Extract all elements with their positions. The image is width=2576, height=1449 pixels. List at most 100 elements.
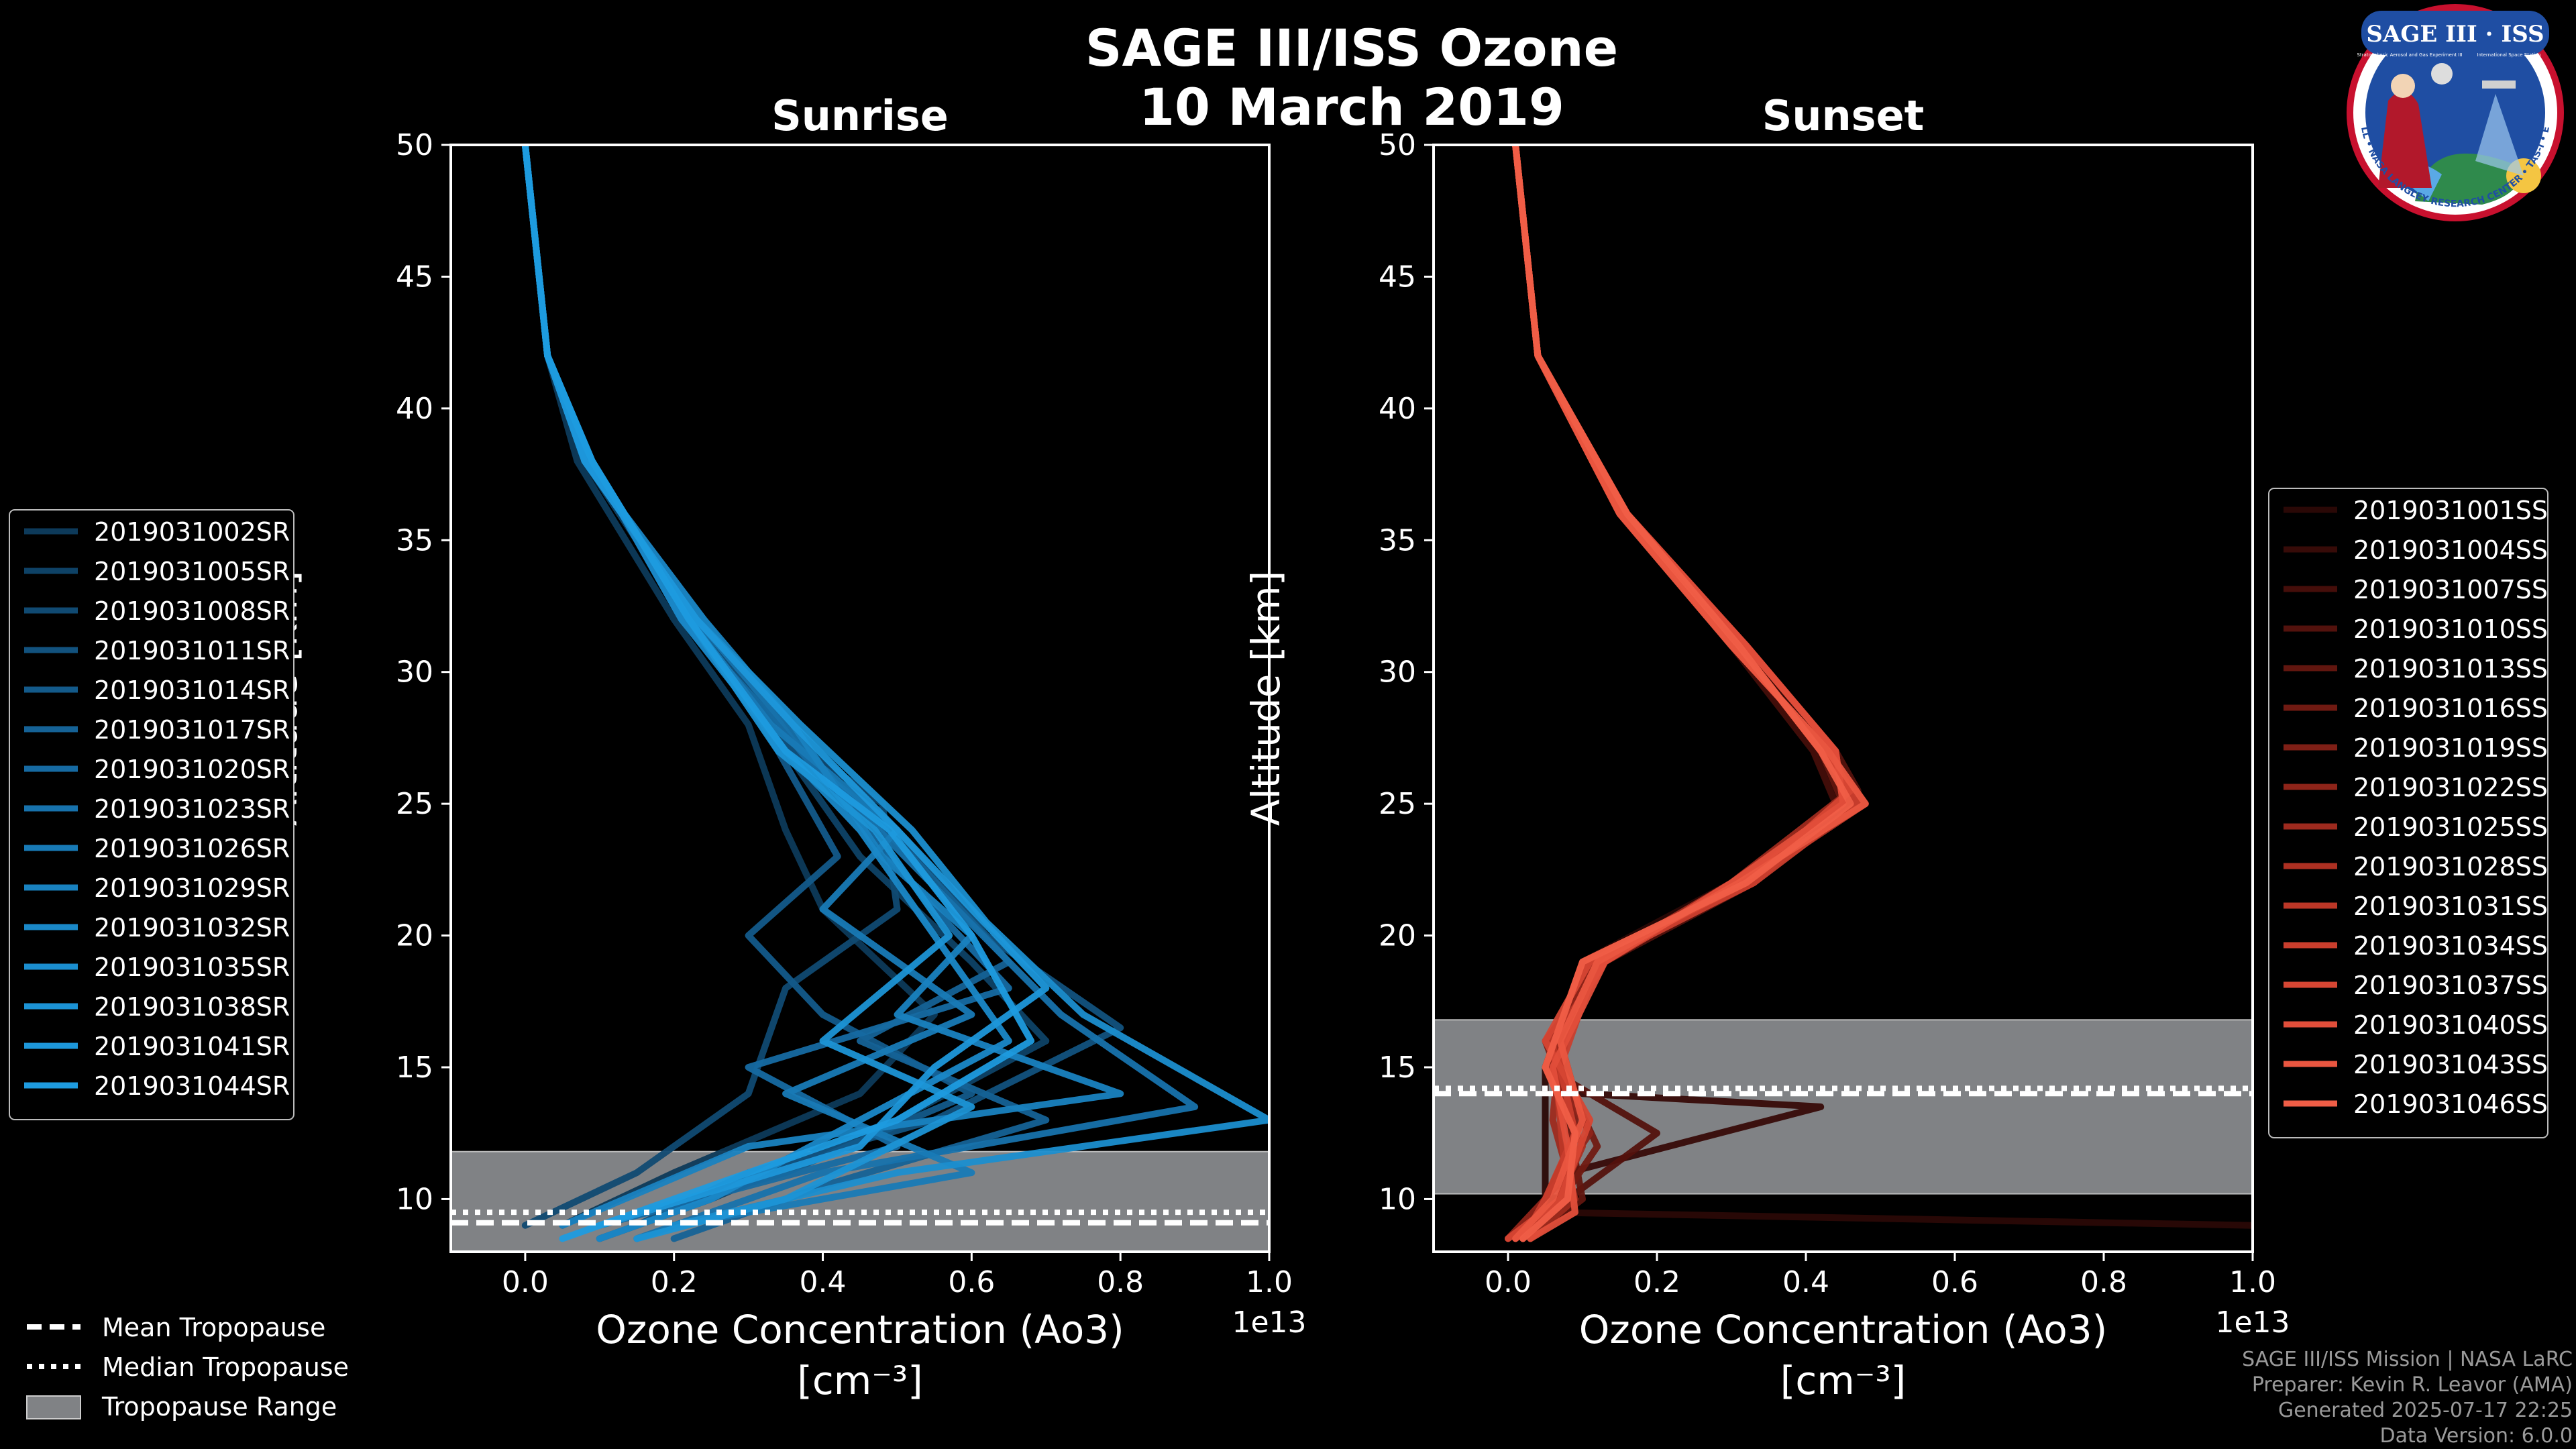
- series-line-2019031041SR: [521, 145, 1050, 1229]
- logo-station-icon: [2482, 80, 2516, 89]
- x-tick-label: 0.0: [1485, 1265, 1532, 1299]
- legend-label-2019031044SR: 2019031044SR: [94, 1071, 290, 1101]
- y-tick-label: 15: [396, 1051, 433, 1085]
- footer-version: Data Version: 6.0.0: [2380, 1424, 2573, 1448]
- legend-label-2019031017SR: 2019031017SR: [94, 715, 290, 745]
- legend-label-2019031035SR: 2019031035SR: [94, 953, 290, 982]
- series-line-2019031002SR: [521, 145, 938, 1229]
- logo-top-text: SAGE III · ISS: [2366, 21, 2544, 48]
- y-tick-label: 40: [1379, 392, 1416, 426]
- legend-label-2019031038SR: 2019031038SR: [94, 992, 290, 1022]
- series-line-2019031023SR: [521, 145, 1199, 1242]
- legend-label-2019031016SS: 2019031016SS: [2353, 694, 2548, 723]
- x-axis-label: Ozone Concentration (Ao3): [596, 1307, 1124, 1352]
- series-line-2019031029SR: [521, 145, 1124, 1229]
- y-tick-label: 10: [396, 1182, 433, 1216]
- legend-range-swatch: [26, 1395, 81, 1419]
- panel-sunset: Sunset 0.0 0.2 0.4 0.6 0.8 1.0 10 15 20 25 30 35 40 45…: [1243, 91, 2290, 1403]
- panels: Sunrise 0.0 0.2 0.4 0.6 0.8 1.0 10 15 20 25 30 35 40 4…: [260, 91, 2290, 1403]
- plot-frame: [449, 144, 1271, 1253]
- x-tick-label: 0.6: [948, 1265, 995, 1299]
- figure-title-line2: 10 March 2019: [1139, 77, 1564, 137]
- plot-area: [451, 145, 1269, 1252]
- footer: SAGE III/ISS Mission | NASA LaRC Prepare…: [2242, 1348, 2573, 1448]
- x-tick-label: 1.0: [2229, 1265, 2276, 1299]
- legend-sunrise: 2019031002SR 2019031005SR 2019031008SR 2019…: [9, 509, 294, 1120]
- series-line-2019031046SS: [1512, 145, 1854, 1242]
- plot-area: [1434, 145, 2253, 1242]
- footer-mission: SAGE III/ISS Mission | NASA LaRC: [2242, 1348, 2573, 1371]
- legend-label-2019031041SR: 2019031041SR: [94, 1032, 290, 1061]
- legend-label-2019031029SR: 2019031029SR: [94, 873, 290, 903]
- legend-label-2019031005SR: 2019031005SR: [94, 557, 290, 586]
- footer-preparer: Preparer: Kevin R. Leavor (AMA): [2252, 1373, 2573, 1397]
- legend-frame: [2268, 488, 2548, 1138]
- x-tick-label: 1.0: [1246, 1265, 1293, 1299]
- legend-label-2019031014SR: 2019031014SR: [94, 676, 290, 705]
- logo-figure-head-icon: [2391, 74, 2415, 98]
- x-tick-label: 0.0: [502, 1265, 549, 1299]
- legend-label-2019031007SS: 2019031007SS: [2353, 575, 2548, 604]
- logo-beam-icon: [2475, 94, 2524, 176]
- y-tick-label: 25: [1379, 787, 1416, 821]
- legend-frame: [9, 509, 294, 1120]
- legend-label-2019031002SR: 2019031002SR: [94, 517, 290, 547]
- footer-generated: Generated 2025-07-17 22:25: [2278, 1399, 2573, 1422]
- x-axis-unit: [cm⁻³]: [797, 1358, 923, 1403]
- panel-title: Sunrise: [771, 91, 949, 140]
- y-tick-label: 10: [1379, 1182, 1416, 1216]
- y-tick-label: 25: [396, 787, 433, 821]
- logo-moon-icon: [2431, 63, 2453, 85]
- tropopause-legend: Mean Tropopause Median Tropopause Tropop…: [26, 1313, 349, 1421]
- legend-label-2019031001SS: 2019031001SS: [2353, 496, 2548, 525]
- legend-label-2019031037SS: 2019031037SS: [2353, 971, 2548, 1000]
- y-tick-label: 45: [1379, 260, 1416, 294]
- legend-label-2019031043SS: 2019031043SS: [2353, 1050, 2548, 1079]
- legend-label-2019031026SR: 2019031026SR: [94, 834, 290, 863]
- x-scale-note: 1e13: [1232, 1305, 1306, 1340]
- y-tick-label: 50: [396, 128, 433, 162]
- legend-label-2019031011SR: 2019031011SR: [94, 636, 290, 665]
- legend-sunset: 2019031001SS 2019031004SS 2019031007SS 2019…: [2268, 488, 2548, 1138]
- legend-label-2019031040SS: 2019031040SS: [2353, 1010, 2548, 1040]
- legend-label-2019031022SS: 2019031022SS: [2353, 773, 2548, 802]
- y-tick-label: 20: [1379, 919, 1416, 953]
- y-tick-label: 35: [1379, 523, 1416, 557]
- x-tick-label: 0.2: [1633, 1265, 1680, 1299]
- legend-label-2019031013SS: 2019031013SS: [2353, 654, 2548, 684]
- logo-top-band: [2361, 11, 2549, 55]
- series-line-2019031044SR: [521, 145, 1035, 1242]
- y-tick-label: 45: [396, 260, 433, 294]
- y-tick-label: 30: [396, 655, 433, 690]
- legend-label-2019031020SR: 2019031020SR: [94, 755, 290, 784]
- logo-figure-robe-icon: [2378, 91, 2432, 188]
- plot-frame: [1432, 144, 2254, 1253]
- x-scale-note: 1e13: [2215, 1305, 2290, 1340]
- logo-small-left: Stratospheric Aerosol and Gas Experiment…: [2357, 52, 2462, 58]
- legend-median-label: Median Tropopause: [102, 1352, 349, 1382]
- legend-range-label: Tropopause Range: [101, 1392, 337, 1421]
- x-tick-label: 0.6: [1931, 1265, 1978, 1299]
- x-tick-label: 0.4: [800, 1265, 847, 1299]
- legend-label-2019031046SS: 2019031046SS: [2353, 1089, 2548, 1119]
- legend-label-2019031004SS: 2019031004SS: [2353, 535, 2548, 565]
- legend-label-2019031019SS: 2019031019SS: [2353, 733, 2548, 763]
- y-tick-label: 40: [396, 392, 433, 426]
- figure-title-line1: SAGE III/ISS Ozone: [1085, 18, 1618, 78]
- y-tick-label: 50: [1379, 128, 1416, 162]
- legend-label-2019031010SS: 2019031010SS: [2353, 614, 2548, 644]
- legend-label-2019031025SS: 2019031025SS: [2353, 812, 2548, 842]
- logo-small-right: International Space Station: [2477, 52, 2540, 58]
- x-tick-label: 0.4: [1782, 1265, 1829, 1299]
- legend-mean-label: Mean Tropopause: [102, 1313, 325, 1342]
- legend-label-2019031008SR: 2019031008SR: [94, 596, 290, 626]
- y-tick-label: 15: [1379, 1051, 1416, 1085]
- x-tick-label: 0.2: [651, 1265, 698, 1299]
- legend-label-2019031028SS: 2019031028SS: [2353, 852, 2548, 881]
- legend-label-2019031023SR: 2019031023SR: [94, 794, 290, 824]
- panel-sunrise: Sunrise 0.0 0.2 0.4 0.6 0.8 1.0 10 15 20 25 30 35 40 4…: [260, 91, 1307, 1403]
- legend-label-2019031031SS: 2019031031SS: [2353, 892, 2548, 921]
- legend-label-2019031034SS: 2019031034SS: [2353, 931, 2548, 961]
- y-tick-label: 35: [396, 523, 433, 557]
